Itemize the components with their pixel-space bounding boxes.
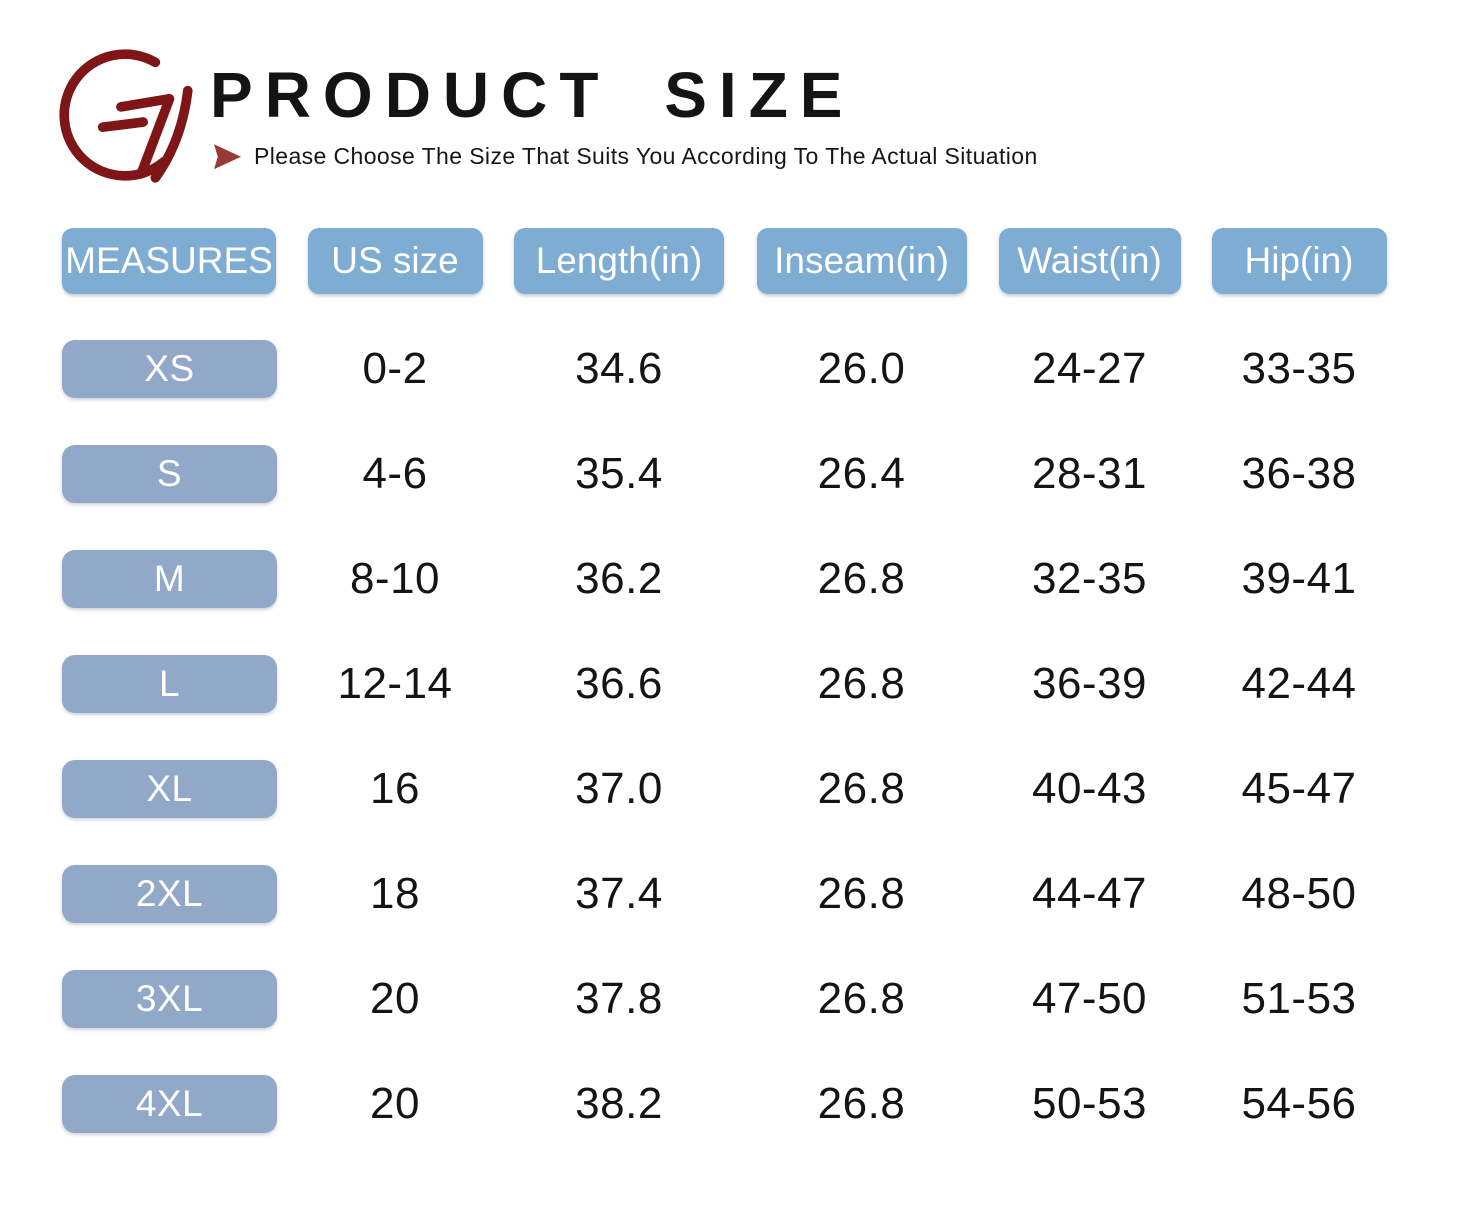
hip-value: 42-44 (1241, 658, 1357, 708)
table-row-4xl: 4XL 20 38.2 26.8 50-53 54-56 (62, 1051, 1402, 1156)
inseam-value: 26.8 (817, 868, 906, 918)
size-label-cell: XS (62, 339, 292, 398)
column-header-measures: MEASURES (62, 228, 292, 294)
header-pill: MEASURES (62, 228, 276, 294)
length-value: 35.4 (575, 448, 663, 498)
table-row-xl: XL 16 37.0 26.8 40-43 45-47 (62, 736, 1402, 841)
hip-value: 36-38 (1241, 448, 1357, 498)
size-pill: S (62, 444, 277, 503)
subtitle-text: Please Choose The Size That Suits You Ac… (254, 143, 1038, 170)
length-value: 37.4 (575, 868, 663, 918)
subtitle-row: Please Choose The Size That Suits You Ac… (214, 143, 1038, 170)
us-size-value: 8-10 (349, 553, 441, 603)
inseam-value: 26.8 (817, 1078, 906, 1128)
hip-value: 48-50 (1241, 868, 1357, 918)
header-pill: Inseam(in) (756, 228, 967, 294)
header-pill: Hip(in) (1211, 228, 1387, 294)
column-header-us-size: US size (292, 228, 498, 294)
waist-value: 50-53 (1031, 1078, 1148, 1128)
size-pill: 2XL (62, 864, 277, 923)
length-value: 34.6 (575, 343, 663, 393)
size-label-cell: 3XL (62, 969, 292, 1028)
inseam-value: 26.8 (817, 553, 906, 603)
size-pill: XS (62, 339, 277, 398)
logo-crossbar (97, 117, 149, 132)
table-row-m: M 8-10 36.2 26.8 32-35 39-41 (62, 526, 1402, 631)
waist-value: 47-50 (1031, 973, 1148, 1023)
column-header-inseam: Inseam(in) (740, 228, 983, 294)
size-pill: XL (62, 759, 277, 818)
hip-value: 45-47 (1241, 763, 1357, 813)
header-pill: Length(in) (514, 228, 724, 294)
waist-value: 24-27 (1031, 343, 1148, 393)
table-row-l: L 12-14 36.6 26.8 36-39 42-44 (62, 631, 1402, 736)
table-row-3xl: 3XL 20 37.8 26.8 47-50 51-53 (62, 946, 1402, 1051)
size-label-cell: L (62, 654, 292, 713)
hip-value: 51-53 (1241, 973, 1357, 1023)
logo-g-arc (59, 49, 169, 181)
us-size-value: 12-14 (337, 658, 453, 708)
brand-header: PRODUCT SIZE Please Choose The Size That… (0, 0, 1464, 192)
inseam-value: 26.4 (817, 448, 906, 498)
length-value: 37.0 (575, 763, 663, 813)
waist-value: 36-39 (1031, 658, 1148, 708)
length-value: 36.6 (575, 658, 663, 708)
length-value: 38.2 (575, 1078, 663, 1128)
size-pill: 4XL (62, 1074, 277, 1133)
waist-value: 44-47 (1031, 868, 1148, 918)
table-header-row: MEASURES US size Length(in) Inseam(in) W… (62, 228, 1402, 294)
size-pill: 3XL (62, 969, 277, 1028)
page-title: PRODUCT SIZE (210, 59, 855, 131)
inseam-value: 26.8 (817, 973, 906, 1023)
length-value: 36.2 (575, 553, 663, 603)
waist-value: 40-43 (1031, 763, 1148, 813)
column-header-length: Length(in) (498, 228, 740, 294)
arrow-bullet-icon (214, 144, 241, 170)
waist-value: 32-35 (1031, 553, 1148, 603)
us-size-value: 4-6 (362, 448, 428, 498)
brand-logo-icon (59, 49, 193, 183)
us-size-value: 16 (370, 763, 420, 813)
us-size-value: 20 (370, 973, 420, 1023)
size-table: MEASURES US size Length(in) Inseam(in) W… (62, 228, 1402, 1156)
size-label-cell: XL (62, 759, 292, 818)
logo-seven-stroke (116, 93, 175, 179)
logo-slash-stroke (150, 85, 193, 183)
size-label-cell: 4XL (62, 1074, 292, 1133)
us-size-value: 20 (370, 1078, 420, 1128)
title-block: PRODUCT SIZE Please Choose The Size That… (210, 40, 1038, 170)
table-body: XS 0-2 34.6 26.0 24-27 33-35 S 4-6 35.4 … (62, 316, 1402, 1156)
size-label-cell: S (62, 444, 292, 503)
us-size-value: 0-2 (362, 343, 428, 393)
header-pill: US size (307, 228, 483, 294)
inseam-value: 26.8 (817, 658, 906, 708)
size-label-cell: 2XL (62, 864, 292, 923)
inseam-value: 26.0 (817, 343, 906, 393)
length-value: 37.8 (575, 973, 663, 1023)
header-pill: Waist(in) (998, 228, 1181, 294)
hip-value: 54-56 (1241, 1078, 1357, 1128)
size-pill: M (62, 549, 277, 608)
table-row-2xl: 2XL 18 37.4 26.8 44-47 48-50 (62, 841, 1402, 946)
hip-value: 33-35 (1241, 343, 1357, 393)
inseam-value: 26.8 (817, 763, 906, 813)
size-label-cell: M (62, 549, 292, 608)
hip-value: 39-41 (1241, 553, 1357, 603)
table-row-s: S 4-6 35.4 26.4 28-31 36-38 (62, 421, 1402, 526)
size-pill: L (62, 654, 277, 713)
column-header-waist: Waist(in) (983, 228, 1196, 294)
column-header-hip: Hip(in) (1196, 228, 1402, 294)
table-row-xs: XS 0-2 34.6 26.0 24-27 33-35 (62, 316, 1402, 421)
waist-value: 28-31 (1031, 448, 1148, 498)
us-size-value: 18 (370, 868, 420, 918)
